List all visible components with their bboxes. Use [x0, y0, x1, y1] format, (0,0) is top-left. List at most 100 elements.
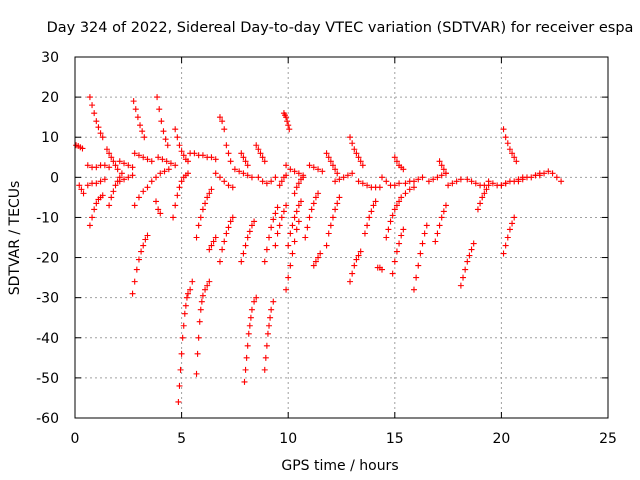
data-point	[157, 210, 164, 217]
data-point	[479, 194, 486, 201]
data-point	[118, 170, 125, 177]
data-point	[248, 174, 255, 181]
data-point	[278, 214, 285, 221]
series-arc-09	[116, 158, 136, 171]
series-arc-50	[347, 134, 366, 169]
data-point	[304, 224, 311, 231]
data-point	[167, 160, 174, 167]
series-arc-17	[153, 198, 164, 217]
data-point	[163, 158, 170, 165]
data-point	[541, 170, 548, 177]
data-point	[357, 248, 364, 255]
series-arc-57	[389, 226, 407, 277]
data-point	[415, 176, 422, 183]
data-point	[259, 154, 266, 161]
series-arc-58	[391, 154, 407, 173]
data-point	[387, 218, 394, 225]
data-point	[440, 208, 447, 215]
data-point	[425, 178, 432, 185]
data-point	[389, 212, 396, 219]
series-arc-73	[515, 172, 543, 185]
data-point	[156, 106, 163, 113]
data-point	[419, 240, 426, 247]
data-point	[396, 180, 403, 187]
series-arc-34	[253, 142, 268, 165]
data-point	[219, 246, 226, 253]
data-point	[287, 166, 294, 173]
series-arc-08	[106, 170, 125, 209]
data-point	[410, 286, 417, 293]
data-point	[327, 222, 334, 229]
data-point	[172, 126, 179, 133]
data-point	[242, 158, 249, 165]
data-point	[379, 174, 386, 181]
data-point	[129, 172, 136, 179]
data-point	[263, 342, 270, 349]
data-point	[76, 182, 83, 189]
data-point	[229, 214, 236, 221]
data-point	[108, 154, 115, 161]
y-axis-label: SDTVAR / TECUs	[7, 181, 23, 296]
series-arc-22	[187, 150, 219, 163]
data-point	[327, 158, 334, 165]
data-point	[274, 204, 281, 211]
series-arc-33	[255, 174, 279, 187]
data-point	[138, 248, 145, 255]
data-point	[144, 232, 151, 239]
data-point	[116, 178, 123, 185]
data-point	[110, 158, 117, 165]
data-point	[176, 184, 183, 191]
data-point	[246, 228, 253, 235]
series-arc-29	[231, 166, 255, 181]
data-point	[182, 302, 189, 309]
series-arc-53	[361, 198, 379, 237]
data-point	[140, 188, 147, 195]
data-point	[438, 214, 445, 221]
data-point	[306, 162, 313, 169]
data-point	[400, 166, 407, 173]
data-point	[376, 184, 383, 191]
data-point	[93, 118, 100, 125]
data-point	[300, 174, 307, 181]
data-point	[477, 200, 484, 207]
x-tick-label: 15	[386, 431, 404, 447]
y-tick-label: -40	[36, 331, 59, 347]
data-point	[445, 182, 452, 189]
data-point	[106, 202, 113, 209]
data-point	[285, 274, 292, 281]
data-point	[131, 278, 138, 285]
data-point	[274, 230, 281, 237]
data-point	[423, 222, 430, 229]
series-arc-25	[206, 234, 219, 253]
data-point	[184, 290, 191, 297]
data-point	[170, 214, 177, 221]
data-point	[532, 172, 539, 179]
data-point	[389, 270, 396, 277]
data-point	[134, 114, 141, 121]
data-point	[221, 178, 228, 185]
data-point	[287, 262, 294, 269]
data-point	[135, 194, 142, 201]
data-point	[191, 150, 198, 157]
data-point	[283, 162, 290, 169]
data-point	[247, 314, 254, 321]
data-point	[99, 192, 106, 199]
data-point	[264, 330, 271, 337]
data-point	[334, 200, 341, 207]
data-point	[238, 150, 245, 157]
data-point	[261, 158, 268, 165]
data-point	[216, 258, 223, 265]
data-point	[379, 266, 386, 273]
data-point	[89, 102, 96, 109]
data-point	[549, 170, 556, 177]
data-point	[144, 184, 151, 191]
data-point	[297, 198, 304, 205]
data-point	[509, 150, 516, 157]
data-point	[325, 154, 332, 161]
data-point	[174, 192, 181, 199]
data-point	[216, 114, 223, 121]
data-point	[106, 150, 113, 157]
data-point	[270, 216, 277, 223]
data-point	[440, 166, 447, 173]
